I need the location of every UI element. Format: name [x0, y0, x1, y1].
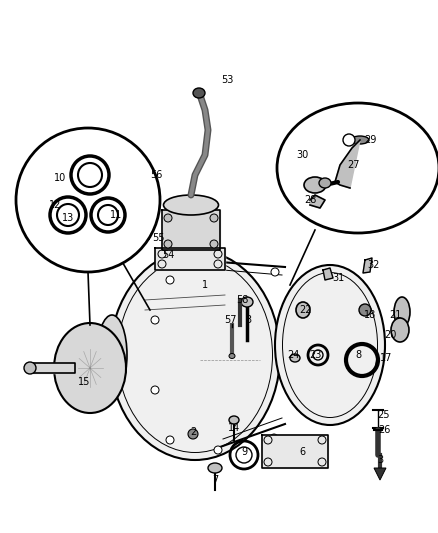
Text: 7: 7 — [212, 475, 218, 485]
Text: 3: 3 — [245, 315, 251, 325]
Text: 53: 53 — [221, 75, 233, 85]
Text: 10: 10 — [54, 173, 66, 183]
Circle shape — [164, 240, 172, 248]
Circle shape — [214, 260, 222, 268]
Text: 27: 27 — [348, 160, 360, 170]
Text: 9: 9 — [241, 447, 247, 457]
Polygon shape — [310, 195, 325, 208]
Text: 58: 58 — [236, 295, 248, 305]
Text: 6: 6 — [299, 447, 305, 457]
Polygon shape — [162, 210, 220, 250]
Polygon shape — [363, 258, 372, 273]
Circle shape — [16, 128, 160, 272]
Text: 1: 1 — [202, 280, 208, 290]
Text: 15: 15 — [78, 377, 90, 387]
Circle shape — [210, 240, 218, 248]
Polygon shape — [262, 435, 328, 468]
Ellipse shape — [290, 354, 300, 362]
Ellipse shape — [193, 88, 205, 98]
Ellipse shape — [229, 416, 239, 424]
Circle shape — [264, 458, 272, 466]
Circle shape — [216, 261, 224, 269]
Text: 11: 11 — [110, 210, 122, 220]
Circle shape — [158, 260, 166, 268]
Ellipse shape — [97, 315, 127, 395]
Circle shape — [166, 276, 174, 284]
Text: 20: 20 — [384, 330, 396, 340]
Text: 12: 12 — [49, 200, 61, 210]
Ellipse shape — [142, 220, 154, 228]
Circle shape — [188, 429, 198, 439]
Text: 30: 30 — [296, 150, 308, 160]
Circle shape — [151, 316, 159, 324]
Text: 13: 13 — [62, 213, 74, 223]
Text: 17: 17 — [380, 353, 392, 363]
Circle shape — [270, 434, 278, 442]
Text: 3: 3 — [377, 455, 383, 465]
Circle shape — [210, 214, 218, 222]
Ellipse shape — [163, 195, 219, 215]
Text: 56: 56 — [150, 170, 162, 180]
Circle shape — [164, 214, 172, 222]
Text: 54: 54 — [162, 250, 174, 260]
Text: 26: 26 — [378, 425, 390, 435]
Text: 25: 25 — [378, 410, 390, 420]
Circle shape — [271, 268, 279, 276]
Ellipse shape — [304, 177, 326, 193]
Polygon shape — [374, 468, 386, 480]
Circle shape — [318, 436, 326, 444]
Ellipse shape — [319, 178, 331, 188]
Ellipse shape — [24, 362, 36, 374]
Text: 2: 2 — [190, 427, 196, 437]
Ellipse shape — [54, 323, 126, 413]
Ellipse shape — [351, 136, 369, 144]
Ellipse shape — [208, 463, 222, 473]
Circle shape — [166, 436, 174, 444]
Text: 14: 14 — [228, 423, 240, 433]
Text: 18: 18 — [364, 310, 376, 320]
Ellipse shape — [277, 103, 438, 233]
Circle shape — [214, 446, 222, 454]
Text: 28: 28 — [304, 195, 316, 205]
Text: 29: 29 — [364, 135, 376, 145]
Text: 32: 32 — [367, 260, 379, 270]
Ellipse shape — [241, 297, 253, 307]
Text: 24: 24 — [287, 350, 299, 360]
Circle shape — [151, 386, 159, 394]
Polygon shape — [30, 363, 75, 373]
Polygon shape — [323, 268, 333, 280]
Circle shape — [158, 250, 166, 258]
Circle shape — [359, 304, 371, 316]
Ellipse shape — [110, 250, 280, 460]
Circle shape — [264, 436, 272, 444]
Text: 21: 21 — [389, 310, 401, 320]
Ellipse shape — [394, 297, 410, 327]
Ellipse shape — [391, 318, 409, 342]
Text: 55: 55 — [152, 233, 164, 243]
Ellipse shape — [229, 353, 235, 359]
Polygon shape — [155, 248, 225, 270]
Text: 22: 22 — [299, 305, 311, 315]
Text: 57: 57 — [224, 315, 236, 325]
Polygon shape — [335, 140, 360, 188]
Ellipse shape — [275, 265, 385, 425]
Circle shape — [214, 250, 222, 258]
Circle shape — [343, 134, 355, 146]
Text: 8: 8 — [355, 350, 361, 360]
Ellipse shape — [296, 302, 310, 318]
Circle shape — [318, 458, 326, 466]
Text: 23: 23 — [309, 350, 321, 360]
Text: 31: 31 — [332, 273, 344, 283]
